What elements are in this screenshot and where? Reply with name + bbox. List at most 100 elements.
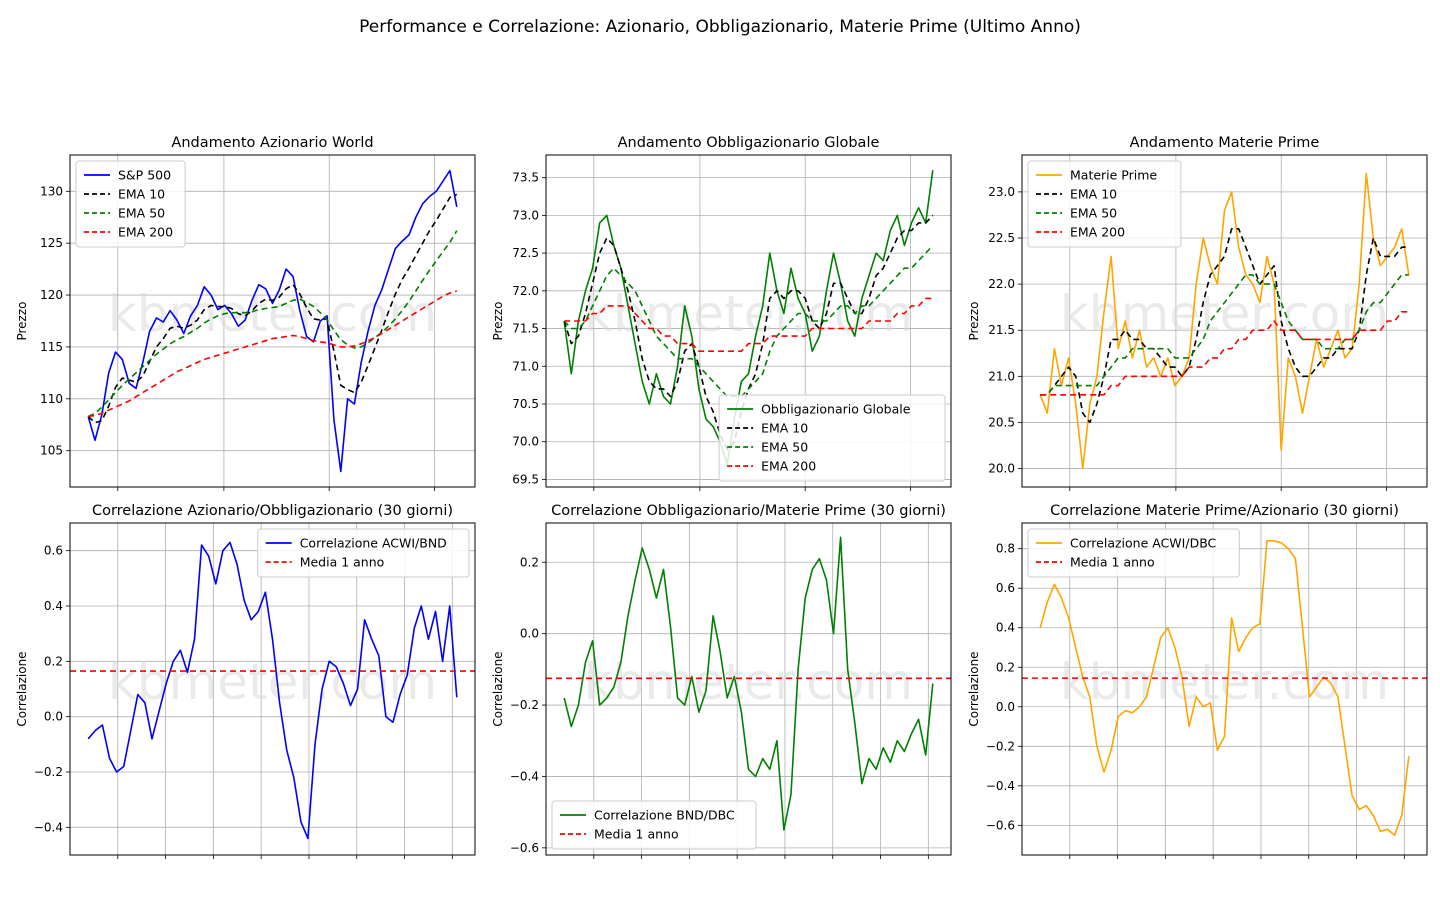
y-tick-label: 115 [40,340,63,354]
legend-label: EMA 200 [118,225,173,240]
y-tick-label: 22.0 [988,277,1015,291]
y-axis-label: Correlazione [491,651,505,726]
y-tick-label: 72.5 [512,246,539,260]
series-group [1022,540,1427,836]
series-line-1 [563,169,934,466]
y-tick-label: 130 [40,184,63,198]
subplot-4: −0.4 −0.2 0.0 0.2 0.4 0.6 kbmeter.com Correlazi… [15,503,476,859]
legend: Materie Prime EMA 10 EMA 50 EMA 200 [1027,160,1182,248]
legend-label: EMA 10 [761,421,808,436]
y-axis-label: Prezzo [491,301,505,340]
y-tick-label: 120 [40,288,63,302]
y-axis-label: Prezzo [967,301,981,340]
y-tick-label: 71.0 [512,359,539,373]
y-axis-label: Correlazione [967,651,981,726]
series-line-2 [87,193,458,424]
axes-frame [545,154,952,488]
legend: Correlazione ACWI/DBC Media 1 anno [1027,528,1240,578]
legend-label: Correlazione BND/DBC [594,808,735,823]
legend: Obbligazionario Globale EMA 10 EMA 50 EMA 2… [718,394,946,482]
legend-label: EMA 10 [1070,187,1117,202]
y-tick-label: 0.0 [996,700,1015,714]
series-group [1039,172,1410,470]
legend-label: Media 1 anno [1070,555,1155,570]
y-tick-label: 23.0 [988,185,1015,199]
y-tick-label: 73.0 [512,208,539,222]
legend-label: Materie Prime [1070,168,1157,183]
series-line-4 [564,297,933,352]
y-tick-label: 71.5 [512,322,539,336]
subplot-title: Andamento Obbligazionario Globale [618,135,880,151]
series-line-3 [1040,274,1409,396]
legend: S&P 500 EMA 10 EMA 50 EMA 200 [75,160,186,248]
legend-label: EMA 200 [1070,225,1125,240]
legend-box [1027,528,1240,578]
y-tick-label: 0.4 [44,599,63,613]
legend-box [1027,160,1182,248]
legend-label: S&P 500 [118,168,171,183]
y-tick-label: 73.5 [512,171,539,185]
series-line-1 [563,536,934,831]
y-tick-label: 20.5 [988,415,1015,429]
legend-box [75,160,186,248]
series-line-1 [87,169,458,473]
y-tick-label: 0.0 [44,710,63,724]
legend: Correlazione BND/DBC Media 1 anno [551,800,757,850]
legend-label: Media 1 anno [594,827,679,842]
series-group [70,541,475,840]
legend-label: Correlazione ACWI/DBC [1070,536,1217,551]
axes-frame [69,154,476,488]
axes-frame [1021,154,1428,488]
grid-lines [70,523,475,855]
series-line-1 [1039,172,1410,470]
legend-label: Media 1 anno [300,555,385,570]
y-tick-label: 21.5 [988,323,1015,337]
y-tick-label: 21.0 [988,369,1015,383]
legend-label: EMA 200 [761,459,816,474]
legend: Correlazione ACWI/BND Media 1 anno [257,528,470,578]
legend-box [551,800,757,850]
legend-box [257,528,470,578]
legend-label: EMA 50 [761,440,808,455]
y-tick-label: 0.8 [996,542,1015,556]
y-tick-label: 0.2 [520,555,539,569]
y-tick-label: −0.2 [510,698,539,712]
series-line-1 [87,541,458,840]
series-line-1 [1039,540,1410,836]
axes-frame [1021,522,1428,856]
legend-label: Obbligazionario Globale [761,402,911,417]
y-tick-label: 70.0 [512,435,539,449]
subplot-5: −0.6 −0.4 −0.2 0.0 0.2 kbmeter.com Correlazion… [491,503,952,859]
subplot-title: Andamento Azionario World [171,135,373,151]
y-tick-label: 105 [40,444,63,458]
y-tick-label: −0.4 [986,779,1015,793]
series-line-4 [88,290,458,418]
axes-frame [545,522,952,856]
legend-label: EMA 50 [1070,206,1117,221]
grid-lines [1022,523,1427,855]
y-tick-label: 0.0 [520,627,539,641]
y-tick-label: 110 [40,392,63,406]
y-tick-label: −0.2 [986,739,1015,753]
y-tick-label: −0.6 [986,818,1015,832]
y-tick-label: −0.2 [34,765,63,779]
y-tick-label: −0.4 [510,769,539,783]
y-tick-label: 72.0 [512,284,539,298]
y-tick-label: −0.6 [510,841,539,855]
subplot-6: −0.6 −0.4 −0.2 0.0 0.2 0.4 0.6 0.8 kbmeter.com Co… [967,503,1428,859]
series-line-2 [1040,228,1409,424]
series-group [87,169,458,473]
legend-box [718,394,946,482]
series-line-3 [563,244,934,398]
subplot-title: Correlazione Azionario/Obbligazionario (… [92,503,453,519]
y-tick-label: 0.6 [996,581,1015,595]
y-tick-label: −0.4 [34,820,63,834]
watermark: kbmeter.com [1060,653,1389,711]
y-tick-label: 20.0 [988,462,1015,476]
y-tick-label: 22.5 [988,231,1015,245]
subplot-3: 20.020.521.021.522.022.523.0kbmeter.comA… [967,135,1428,491]
axes-frame [69,522,476,856]
y-tick-label: 70.5 [512,397,539,411]
series-group [546,536,951,831]
